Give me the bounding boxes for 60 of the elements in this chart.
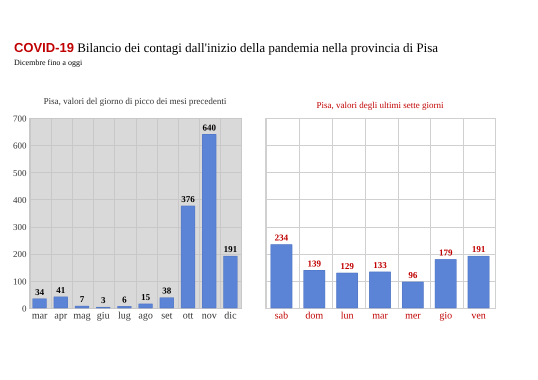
y-tick-label: 200 (13, 249, 27, 260)
data-label: 41 (56, 284, 66, 295)
x-tick-label: lun (340, 310, 354, 322)
x-tick-label: nov (202, 310, 217, 322)
x-tick-label: apr (54, 310, 68, 322)
x-tick-label: gio (439, 310, 452, 322)
data-label: 179 (438, 247, 453, 258)
x-tick-label: ott (182, 310, 194, 322)
bar (180, 206, 196, 308)
data-label: 376 (181, 194, 196, 204)
x-tick-label: sab (274, 310, 288, 322)
text: COVID-19 Bilancio dei contagi dall'inizio della pandemia nella provincia di Pisa (14, 40, 438, 56)
bar (202, 134, 216, 308)
x-tick-label: mer (405, 310, 422, 322)
bar (369, 272, 391, 308)
bar (160, 297, 174, 308)
bar (402, 282, 424, 308)
data-label: 3 (100, 295, 106, 306)
x-tick-label: dic (224, 310, 238, 322)
chart-title: Pisa, valori del giorno di picco dei mesi precedenti (44, 96, 227, 106)
y-tick-label: 600 (13, 140, 27, 151)
data-label: 15 (141, 292, 151, 302)
bar (434, 259, 457, 308)
bar (336, 272, 358, 308)
bar (32, 298, 47, 308)
data-label: 129 (340, 260, 354, 271)
x-tick-label: ago (138, 310, 153, 322)
data-label: 34 (35, 286, 45, 297)
data-label: 7 (80, 294, 85, 304)
bar (223, 256, 238, 308)
chart-title: Pisa, valori degli ultimi sette giorni (316, 100, 444, 110)
y-tick-label: 300 (13, 222, 27, 232)
bar (303, 270, 326, 308)
y-tick-label: 100 (13, 276, 27, 286)
bar (138, 304, 153, 308)
data-label: 640 (202, 122, 216, 132)
bar (270, 244, 292, 308)
x-tick-label: dom (305, 310, 324, 322)
bar (468, 256, 490, 308)
data-label: 6 (122, 294, 128, 304)
y-tick-label: 400 (13, 194, 27, 205)
x-tick-label: mar (372, 310, 388, 322)
data-label: 191 (472, 244, 486, 254)
data-label: 96 (408, 270, 418, 280)
x-tick-label: giu (96, 310, 110, 322)
data-label: 191 (224, 244, 238, 254)
x-tick-label: mar (32, 310, 48, 322)
text: Dicembre fino a oggi (14, 58, 84, 67)
y-tick-label: 500 (13, 168, 27, 178)
x-tick-label: ven (471, 310, 486, 322)
x-tick-label: set (161, 310, 173, 322)
x-tick-label: mag (73, 310, 91, 322)
x-tick-label: lug (118, 310, 131, 322)
data-label: 38 (162, 286, 172, 296)
data-label: 133 (373, 260, 388, 270)
bar (54, 296, 68, 308)
data-label: 234 (274, 232, 289, 242)
data-label: 139 (308, 258, 322, 268)
y-tick-label: 0 (22, 304, 27, 314)
y-tick-label: 700 (13, 114, 27, 124)
